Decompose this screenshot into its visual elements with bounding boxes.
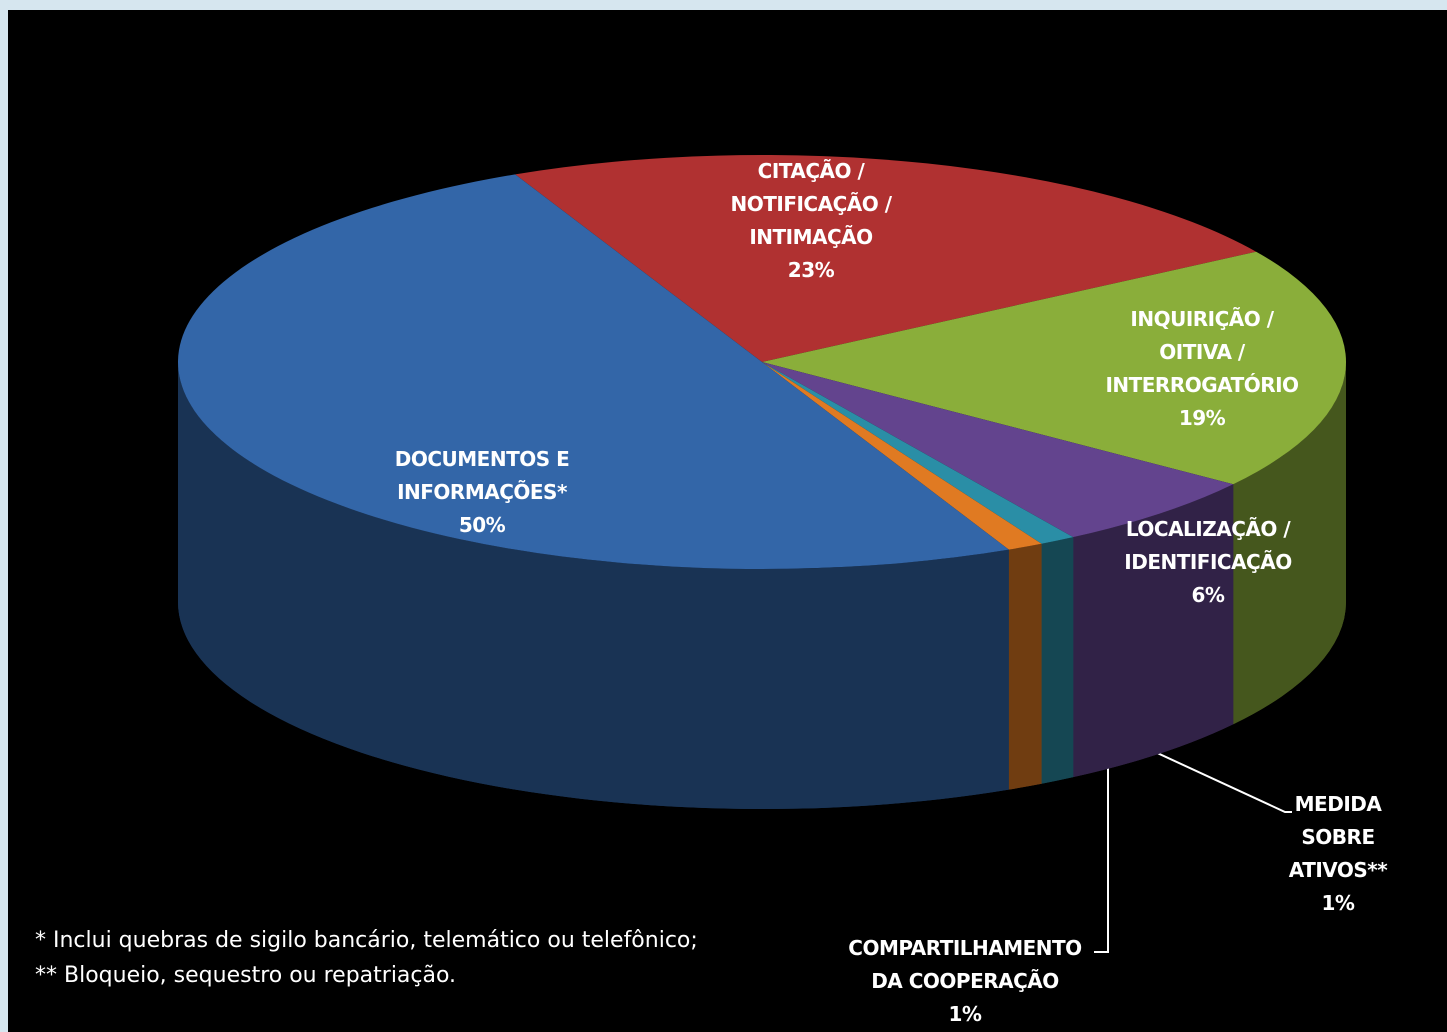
leader-line — [1094, 760, 1109, 953]
slice-side-shade — [1008, 543, 1042, 790]
slice-label: DOCUMENTOS E INFORMAÇÕES* 50% — [395, 443, 570, 542]
footnote: * Inclui quebras de sigilo bancário, tel… — [35, 928, 698, 953]
value-label: 6% — [1191, 583, 1225, 607]
slice-label: INQUIRIÇÃO / OITIVA / INTERROGATÓRIO 19% — [1105, 303, 1299, 435]
value-label: 23% — [787, 258, 835, 282]
slice — [762, 362, 1234, 538]
value-label: 1% — [1321, 891, 1355, 915]
slice-label: MEDIDA SOBRE ATIVOS** 1% — [1288, 788, 1388, 920]
category-label: LOCALIZAÇÃO / IDENTIFICAÇÃO — [1124, 517, 1292, 574]
value-label: 50% — [458, 513, 506, 537]
slice-side-shade — [1073, 484, 1234, 778]
value-label: 19% — [1178, 406, 1226, 430]
slice — [762, 362, 1042, 550]
tops — [178, 154, 1346, 569]
category-label: CITAÇÃO / NOTIFICAÇÃO / INTIMAÇÃO — [730, 159, 892, 249]
value-label: 1% — [948, 1002, 982, 1026]
slice-side-shade — [178, 362, 1009, 809]
slice — [762, 362, 1074, 544]
category-label: MEDIDA SOBRE ATIVOS** — [1288, 792, 1388, 882]
footnote: ** Bloqueio, sequestro ou repatriação. — [35, 963, 457, 988]
slice — [762, 251, 1346, 485]
slice — [515, 154, 1257, 362]
category-label: COMPARTILHAMENTO DA COOPERAÇÃO — [848, 936, 1082, 993]
category-label: INQUIRIÇÃO / OITIVA / INTERROGATÓRIO — [1105, 307, 1299, 397]
slice-label: LOCALIZAÇÃO / IDENTIFICAÇÃO 6% — [1124, 513, 1292, 612]
leader-line — [1139, 744, 1292, 813]
category-label: DOCUMENTOS E INFORMAÇÕES* — [394, 447, 570, 504]
slice-label: COMPARTILHAMENTO DA COOPERAÇÃO 1% — [848, 932, 1082, 1031]
sides — [178, 362, 1346, 809]
slice-side-shade — [1041, 537, 1074, 784]
slice-label: CITAÇÃO / NOTIFICAÇÃO / INTIMAÇÃO 23% — [730, 155, 892, 287]
slice — [178, 174, 1009, 569]
slice-side-shade — [1233, 362, 1346, 725]
